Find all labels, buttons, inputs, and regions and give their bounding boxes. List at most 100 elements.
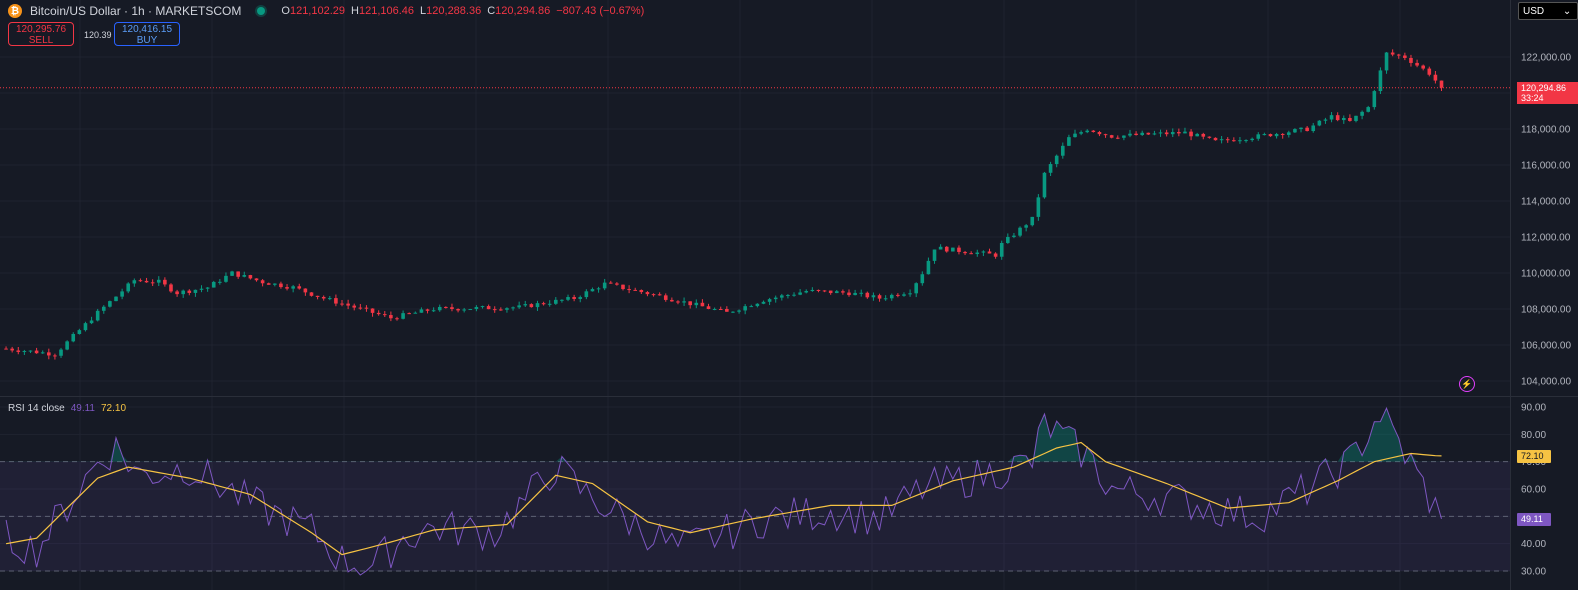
candle-body [883,298,888,300]
symbol-header: ₿ Bitcoin/US Dollar · 1h · MARKETSCOM O1… [8,3,644,19]
candle-body [804,291,809,293]
rsi-overbought-fill [6,408,1442,462]
rsi-value-tag: 49.11 [1517,512,1551,526]
candle-body [1360,111,1364,116]
candle-body [1024,225,1028,228]
candle-body [16,350,21,352]
spread-value: 120.39 [84,30,112,40]
candle-body [285,287,289,289]
candle-body [645,292,650,295]
candle-body [1268,134,1273,137]
candle-body [914,283,918,294]
candle-body [407,313,412,315]
candle-body [120,291,124,297]
candle-body [10,348,14,351]
candle-body [1079,132,1083,134]
candle-body [77,330,82,334]
candle-body [40,352,45,354]
candle-body [1140,132,1145,135]
candle-body [792,294,796,296]
candle-body [1207,136,1212,138]
candle-body [682,301,686,303]
candle-body [401,313,405,319]
ohlc-high: H121,106.46 [351,5,415,17]
rsi-ma-legend-value: 72.10 [101,403,127,414]
candle-body [1195,133,1199,137]
rsi-line [5,406,1442,576]
candle-body [1012,235,1016,237]
candle-body [1421,65,1425,69]
candle-body [657,294,662,296]
candle-body [1372,91,1377,108]
candle-body [773,297,778,300]
candle-body [712,308,717,310]
lightning-icon[interactable]: ⚡ [1459,376,1475,392]
ohlc-close: C120,294.86 [487,5,551,17]
candle-body [834,291,839,294]
candle-body [53,355,57,357]
candle-body [767,299,772,302]
candle-body [859,292,864,294]
candlestick-series [4,49,1444,360]
candle-body [700,302,705,307]
candle-body [95,310,100,321]
candle-body [266,283,271,285]
price-tick-label: 104,000.00 [1521,377,1571,388]
candle-body [1158,132,1163,134]
candle-body [254,278,259,281]
candle-body [1396,54,1401,56]
candle-body [486,306,491,310]
candle-body [944,246,949,252]
candle-body [425,309,430,311]
candle-body [1238,140,1242,142]
candle-body [1097,132,1102,135]
candle-body [218,281,222,283]
candle-body [828,290,833,294]
candle-body [89,320,94,324]
candle-body [1409,57,1413,63]
currency-selector[interactable]: USD ⌄ [1518,2,1578,20]
candle-body [370,308,375,313]
candle-body [560,299,564,301]
candle-body [505,308,509,310]
candle-body [382,314,387,316]
candle-body [480,306,485,308]
candle-body [1378,70,1383,92]
sell-button[interactable]: 120,295.76 SELL [8,22,74,46]
price-tick-label: 114,000.00 [1521,197,1571,208]
candle-body [492,309,497,311]
candle-body [1311,125,1316,132]
candle-body [706,306,711,309]
candle-body [389,315,393,319]
candle-body [578,297,583,299]
candle-body [688,301,692,306]
candle-body [1085,130,1090,133]
price-tick-label: 112,000.00 [1521,233,1571,244]
symbol-title[interactable]: Bitcoin/US Dollar · 1h · MARKETSCOM [30,4,242,18]
price-tick-label: 110,000.00 [1521,269,1571,280]
candle-body [126,283,131,292]
candle-body [1305,127,1309,132]
candle-body [731,311,735,313]
buy-button[interactable]: 120,416.15 BUY [114,22,180,46]
candle-body [1201,133,1206,137]
candle-body [1293,129,1297,133]
rsi-tick-label: 90.00 [1521,403,1546,414]
candle-body [431,310,436,312]
candle-body [755,303,760,307]
rsi-tick-label: 80.00 [1521,430,1546,441]
candle-body [163,279,167,285]
candle-body [71,333,76,342]
candle-body [1067,137,1071,146]
candle-body [1244,140,1248,142]
candle-body [1170,132,1175,135]
candle-body [4,348,8,350]
candle-body [786,295,790,297]
candle-body [193,289,198,293]
candle-body [364,307,369,309]
rsi-legend[interactable]: RSI 14 close 49.11 72.10 [8,403,126,414]
candle-body [1390,52,1395,55]
candle-body [602,282,607,289]
ohlc-change: −807.43 (−0.67%) [556,5,645,17]
